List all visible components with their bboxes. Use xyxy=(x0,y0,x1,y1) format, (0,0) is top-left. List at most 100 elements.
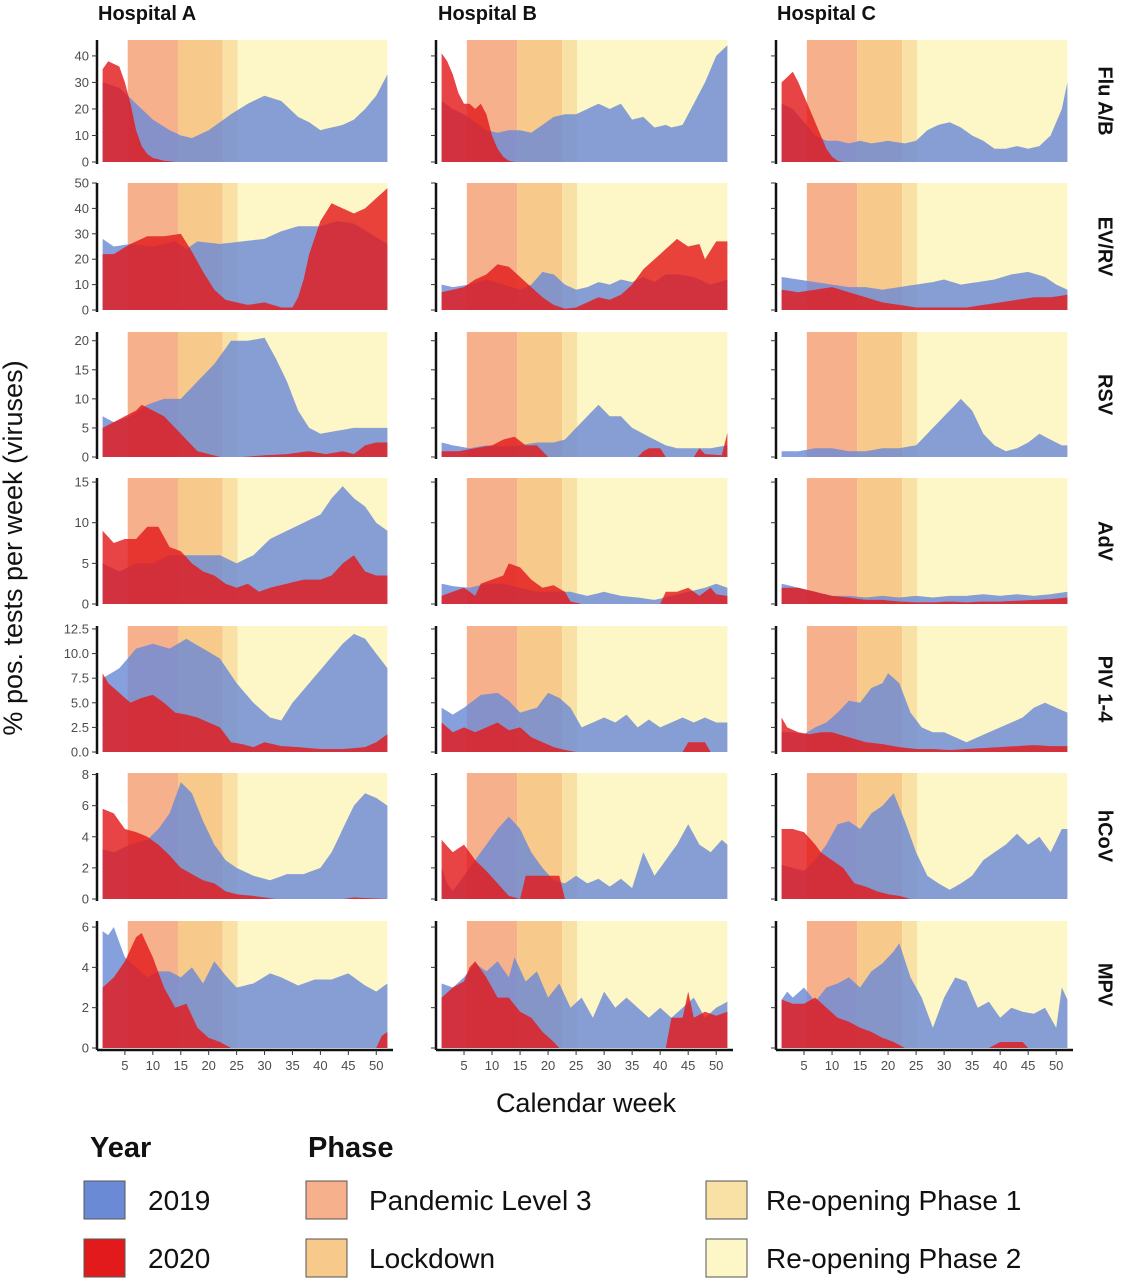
panel xyxy=(431,478,728,606)
phase-band xyxy=(466,332,518,457)
x-tick-label: 30 xyxy=(937,1058,951,1073)
area-series-2020 xyxy=(102,673,388,752)
legend-label-2019: 2019 xyxy=(148,1185,210,1216)
panel: 5 10 15 20 25 30 35 40 45 50 xyxy=(771,921,1073,1073)
legend-label-lockdown: Lockdown xyxy=(369,1243,495,1274)
panel: 0.0 2.5 5.0 7.5 10.0 12.5 xyxy=(64,621,388,760)
x-tick-label: 25 xyxy=(229,1058,243,1073)
panel-grid: 01020304001020304050051015200510150.02.5… xyxy=(64,40,1073,1073)
legend-label-2020: 2020 xyxy=(148,1243,210,1274)
phase-band xyxy=(577,478,728,604)
phase-band xyxy=(562,478,578,604)
x-tick-label: 45 xyxy=(341,1058,355,1073)
y-tick-label: 0 xyxy=(82,303,89,318)
column-titles: Hospital A Hospital B Hospital C xyxy=(98,3,876,25)
row-label: hCoV xyxy=(1094,810,1116,863)
panel: 0 10 20 30 40 50 xyxy=(75,176,388,318)
phase-band xyxy=(857,478,903,604)
area-series-2019 xyxy=(102,74,388,162)
y-tick-label: 15 xyxy=(75,362,89,377)
panel xyxy=(771,182,1068,312)
area-series-2020 xyxy=(441,839,728,899)
column-title: Hospital A xyxy=(98,3,196,25)
area-series-2020 xyxy=(102,808,388,899)
y-tick-label: 5 xyxy=(82,420,89,435)
legend-label-pandemic-level-3: Pandemic Level 3 xyxy=(369,1185,592,1216)
x-tick-label: 10 xyxy=(146,1058,160,1073)
legend-key-2020 xyxy=(83,1238,126,1278)
panel xyxy=(431,773,728,901)
legend-key-reopening-phase-2 xyxy=(705,1238,748,1278)
area-series-2019 xyxy=(441,816,728,899)
x-tick-label: 25 xyxy=(909,1058,923,1073)
y-tick-label: 2 xyxy=(82,860,89,875)
area-series-2020 xyxy=(102,61,388,163)
phase-band xyxy=(562,183,578,310)
y-tick-label: 2.5 xyxy=(71,720,89,735)
phase-band xyxy=(562,332,578,457)
y-tick-label: 6 xyxy=(82,798,89,813)
phase-band xyxy=(902,332,918,457)
phase-band xyxy=(857,40,903,162)
area-series-2020 xyxy=(781,717,1068,752)
x-tick-label: 35 xyxy=(285,1058,299,1073)
x-tick-label: 25 xyxy=(569,1058,583,1073)
y-tick-label: 40 xyxy=(75,48,89,63)
y-tick-label: 2 xyxy=(82,1000,89,1015)
panel xyxy=(771,40,1068,164)
area-series-2020 xyxy=(441,432,728,457)
area-series-2019 xyxy=(781,398,1068,457)
panel xyxy=(431,626,728,754)
row-label: AdV xyxy=(1094,521,1116,562)
y-tick-label: 10 xyxy=(75,277,89,292)
x-tick-label: 40 xyxy=(313,1058,327,1073)
phase-band xyxy=(857,332,903,457)
legend-key-lockdown xyxy=(305,1238,348,1278)
panel xyxy=(431,182,728,312)
y-tick-label: 4 xyxy=(82,829,89,844)
x-tick-label: 20 xyxy=(541,1058,555,1073)
y-tick-label: 15 xyxy=(75,475,89,490)
area-series-2020 xyxy=(102,526,388,604)
x-tick-label: 50 xyxy=(709,1058,723,1073)
phase-band xyxy=(562,773,578,899)
panel xyxy=(431,40,728,164)
area-series-2019 xyxy=(441,45,728,162)
x-tick-label: 30 xyxy=(597,1058,611,1073)
y-tick-label: 5 xyxy=(82,556,89,571)
y-tick-label: 10 xyxy=(75,515,89,530)
y-tick-label: 0.0 xyxy=(71,745,89,760)
row-label: PIV 1-4 xyxy=(1094,656,1116,724)
x-tick-label: 50 xyxy=(369,1058,383,1073)
row-label: RSV xyxy=(1094,374,1116,416)
y-tick-label: 0 xyxy=(82,1041,89,1056)
legend-key-reopening-phase-1 xyxy=(705,1180,748,1220)
area-series-2019 xyxy=(781,793,1068,899)
area-series-2020 xyxy=(781,71,1068,162)
panel xyxy=(771,626,1068,754)
area-series-2020 xyxy=(102,188,388,310)
y-tick-label: 40 xyxy=(75,201,89,216)
area-series-2020 xyxy=(102,404,388,457)
panel: 0 10 20 30 40 xyxy=(75,40,388,170)
panel: 0 5 10 15 xyxy=(75,475,388,612)
x-tick-label: 20 xyxy=(201,1058,215,1073)
row-label: Flu A/B xyxy=(1094,66,1116,135)
area-series-2020 xyxy=(781,997,1068,1048)
x-tick-label: 10 xyxy=(825,1058,839,1073)
area-series-2020 xyxy=(441,53,728,162)
y-tick-label: 20 xyxy=(75,252,89,267)
y-tick-label: 4 xyxy=(82,960,89,975)
y-tick-label: 10 xyxy=(75,391,89,406)
area-series-2019 xyxy=(441,404,728,457)
area-series-2020 xyxy=(781,287,1068,310)
legend-label-reopening-phase-2: Re-opening Phase 2 xyxy=(766,1243,1021,1274)
y-tick-label: 20 xyxy=(75,101,89,116)
panel: 0 5 10 15 20 xyxy=(75,332,388,465)
panel xyxy=(771,773,1068,901)
x-tick-label: 5 xyxy=(121,1058,128,1073)
panel: 5 10 15 20 25 30 35 40 45 50 xyxy=(431,921,733,1073)
x-tick-label: 20 xyxy=(881,1058,895,1073)
y-tick-label: 7.5 xyxy=(71,671,89,686)
